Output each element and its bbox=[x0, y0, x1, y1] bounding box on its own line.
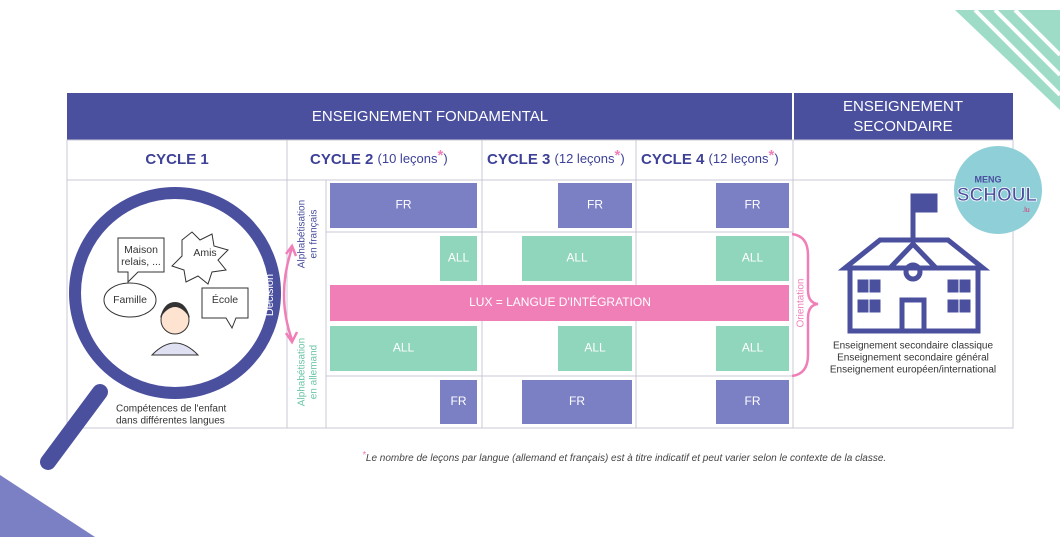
row-label: en français bbox=[309, 210, 320, 259]
cell-label: FR bbox=[451, 394, 467, 408]
school-icon bbox=[845, 196, 983, 331]
bubble-text: Famille bbox=[113, 294, 147, 306]
paren: ) bbox=[443, 151, 447, 166]
bubble-text: relais, ... bbox=[121, 256, 161, 268]
logo-text: MENG bbox=[975, 174, 1002, 184]
cell-label: FR bbox=[745, 198, 761, 212]
orientation-label: Orientation bbox=[796, 279, 807, 328]
bubble-text: Amis bbox=[193, 247, 216, 259]
page: {"header": {"fondamental": "ENSEIGNEMENT… bbox=[0, 0, 1060, 537]
cell-label: ALL bbox=[742, 341, 764, 355]
caption: dans différentes langues bbox=[116, 416, 225, 427]
cycle-lessons: (12 leçons bbox=[555, 151, 615, 166]
cell-label: FR bbox=[569, 394, 585, 408]
cycle-lessons: (12 leçons bbox=[709, 151, 769, 166]
diagram: ENSEIGNEMENT FONDAMENTAL ENSEIGNEMENT SE… bbox=[0, 0, 1060, 537]
caption: Compétences de l'enfant bbox=[116, 404, 227, 415]
cell-label: ALL bbox=[742, 251, 764, 265]
cell-label: ALL bbox=[566, 251, 588, 265]
cell-label: ALL bbox=[393, 341, 415, 355]
cell-label: FR bbox=[396, 198, 412, 212]
cell-label: FR bbox=[745, 394, 761, 408]
secondary-type: Enseignement secondaire général bbox=[837, 353, 989, 364]
cycle-title: CYCLE 1 bbox=[145, 151, 208, 168]
secondary-type: Enseignement secondaire classique bbox=[833, 341, 994, 352]
cycle-name: CYCLE 4 bbox=[641, 151, 705, 168]
bubble-text: Maison bbox=[124, 244, 158, 256]
secondary-type: Enseignement européen/international bbox=[830, 365, 996, 376]
cell-label: FR bbox=[587, 198, 603, 212]
header-title: ENSEIGNEMENT bbox=[843, 98, 963, 115]
paren: ) bbox=[620, 151, 624, 166]
cycle-title: CYCLE 2 (10 leçons*) bbox=[310, 147, 448, 168]
cycle-name: CYCLE 3 bbox=[487, 151, 550, 168]
row-label: en allemand bbox=[309, 345, 320, 399]
cycle-title: CYCLE 3 (12 leçons*) bbox=[487, 147, 625, 168]
logo-text: SCHOUL bbox=[957, 185, 1038, 206]
decision-arrow bbox=[284, 246, 297, 342]
decision-label: Décision bbox=[264, 274, 276, 316]
row-label: Alphabétisation bbox=[297, 338, 308, 406]
row-label: Alphabétisation bbox=[297, 200, 308, 268]
footnote: *Le nombre de leçons par langue (alleman… bbox=[362, 450, 886, 464]
body: ENSEIGNEMENT FONDAMENTAL ENSEIGNEMENT SE… bbox=[0, 0, 1060, 537]
header-title: ENSEIGNEMENT FONDAMENTAL bbox=[312, 108, 548, 125]
bubble-text: École bbox=[212, 293, 238, 306]
cycle-lessons: (10 leçons bbox=[378, 151, 438, 166]
header-title: SECONDAIRE bbox=[853, 118, 952, 135]
footnote-text: Le nombre de leçons par langue (allemand… bbox=[366, 453, 886, 464]
logo-text: .lu bbox=[1022, 207, 1030, 214]
cell-label: ALL bbox=[584, 341, 606, 355]
cycle-title: CYCLE 4 (12 leçons*) bbox=[641, 147, 779, 168]
lux-label: LUX = LANGUE D'INTÉGRATION bbox=[469, 294, 651, 309]
cell-label: ALL bbox=[448, 251, 470, 265]
paren: ) bbox=[774, 151, 778, 166]
cycle-name: CYCLE 2 bbox=[310, 151, 373, 168]
